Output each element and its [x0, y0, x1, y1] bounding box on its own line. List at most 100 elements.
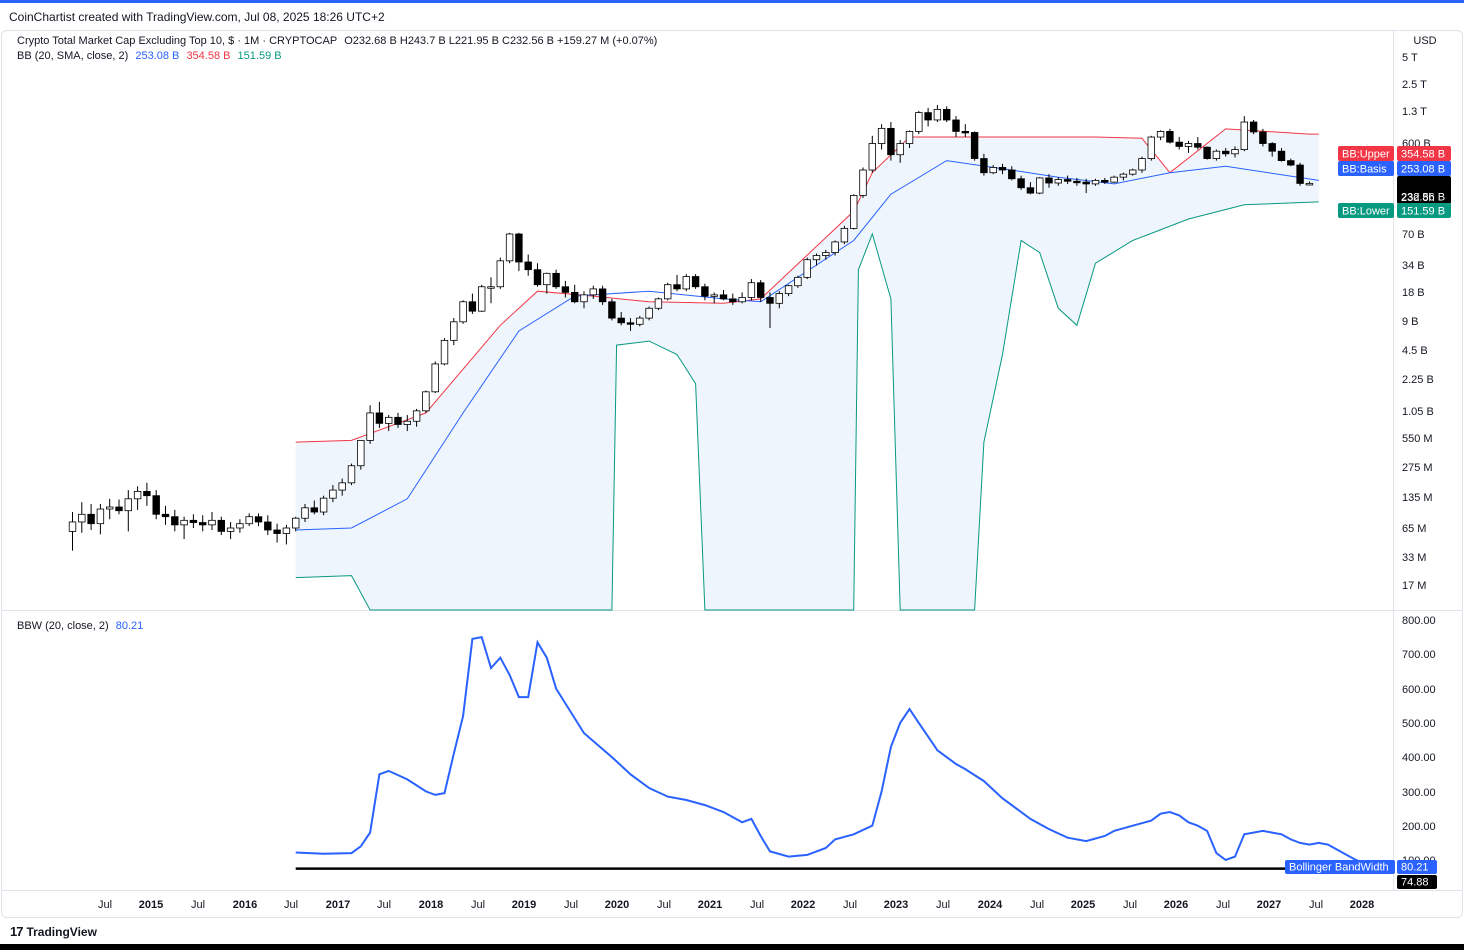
bbw-legend-label: BBW (20, close, 2): [17, 620, 109, 632]
bb-fill-layer: [295, 128, 1319, 610]
candle-body: [719, 294, 728, 300]
candle: [1222, 147, 1230, 157]
candle: [1249, 119, 1258, 135]
bbw-tag-value: 80.21: [1397, 860, 1437, 874]
candle-body: [143, 491, 151, 497]
candles-layer: [68, 104, 1314, 551]
time-axis-tick: Jul: [657, 899, 671, 911]
bbw-tag-label-text: Bollinger BandWidth: [1289, 862, 1389, 874]
candle: [161, 505, 170, 525]
candle-body: [524, 261, 532, 271]
candle: [440, 338, 449, 366]
candle: [803, 257, 811, 280]
time-axis-tick: Jul: [284, 899, 298, 911]
candle: [1184, 140, 1193, 153]
candle-body: [496, 260, 504, 288]
bbw-axis-tick: 300.00: [1402, 787, 1436, 799]
bbw-axis-tick: 700.00: [1402, 649, 1436, 661]
candle: [152, 490, 160, 520]
price-axis-tick: 1.3 T: [1402, 106, 1427, 118]
candle: [794, 275, 802, 288]
time-axis-tick: Jul: [98, 899, 112, 911]
candle: [347, 463, 356, 486]
candle: [1203, 146, 1211, 160]
price-tag-label: BB:Basis: [1338, 161, 1394, 176]
candle: [682, 274, 690, 292]
candle-body: [403, 420, 411, 425]
candle-body: [970, 132, 979, 159]
candle: [747, 279, 756, 301]
candle-body: [477, 286, 486, 312]
candle-body: [198, 522, 207, 526]
bbw-layer: [295, 635, 1393, 870]
bbw-legend-value: 80.21: [115, 620, 144, 632]
candle-body: [1287, 160, 1295, 166]
time-axis-tick: 2027: [1257, 899, 1281, 911]
candle: [1091, 178, 1100, 186]
candle: [431, 361, 439, 394]
price-axis-tick: 135 M: [1402, 492, 1433, 504]
candle: [1259, 128, 1267, 147]
candle: [943, 106, 951, 123]
price-axis-tick: 275 M: [1402, 462, 1433, 474]
price-axis-tick: 2.25 B: [1402, 374, 1434, 386]
candle: [1156, 130, 1165, 141]
time-axis-tick: Jul: [1030, 899, 1044, 911]
candle-body: [394, 416, 402, 425]
candle-body: [961, 131, 969, 134]
candle-body: [366, 412, 374, 441]
candle: [338, 478, 346, 496]
candle-body: [1036, 177, 1044, 194]
candle: [961, 124, 969, 138]
bbw-axis-tick: 600.00: [1402, 684, 1436, 696]
candle-body: [896, 143, 904, 156]
bb-legend-upper: 354.58 B: [186, 50, 231, 62]
candle-body: [1119, 173, 1128, 178]
candle-body: [626, 322, 635, 325]
candle-body: [664, 284, 672, 300]
time-axis-tick: Jul: [1216, 899, 1230, 911]
candle-body: [1101, 179, 1109, 183]
candle: [989, 165, 997, 175]
candle-body: [208, 519, 216, 526]
candle-body: [440, 339, 449, 365]
candle: [450, 318, 458, 346]
candle: [1240, 116, 1248, 152]
candle-body: [226, 527, 235, 532]
candle: [384, 415, 393, 432]
candle-body: [580, 294, 588, 303]
candle: [1054, 177, 1062, 186]
tradingview-logo[interactable]: 17 TradingView: [10, 924, 97, 939]
bb-legend[interactable]: BB (20, SMA, close, 2) 253.08 B 354.58 B…: [17, 50, 286, 62]
candle-body: [738, 297, 746, 303]
candle: [171, 509, 179, 532]
candle-body: [1138, 158, 1146, 171]
candle: [608, 298, 616, 321]
bbw-tag-value-text: 80.21: [1401, 862, 1429, 874]
bb-legend-basis: 253.08 B: [135, 50, 180, 62]
candle-body: [357, 440, 365, 467]
candle: [980, 153, 988, 176]
candle-body: [673, 284, 681, 290]
candle-body: [943, 108, 951, 121]
candle-body: [952, 119, 960, 132]
candle-body: [598, 288, 607, 303]
time-axis-tick: 2019: [512, 899, 536, 911]
candle-body: [905, 131, 914, 144]
candle-body: [1008, 169, 1016, 180]
candle: [1119, 172, 1128, 181]
bbw-legend[interactable]: BBW (20, close, 2) 80.21: [17, 620, 147, 632]
bottom-bar: [0, 944, 1464, 950]
candle-body: [989, 167, 997, 174]
time-axis-tick: 2016: [233, 899, 257, 911]
candle-body: [980, 158, 988, 174]
candle: [1045, 174, 1053, 188]
candle: [859, 167, 867, 198]
candle: [1268, 142, 1276, 157]
candle-body: [180, 519, 188, 526]
candle: [236, 519, 244, 533]
currency-selector[interactable]: USD: [1413, 35, 1437, 47]
bbw-tag-label: Bollinger BandWidth: [1285, 860, 1395, 874]
tradingview-mark-icon: 17: [10, 924, 24, 939]
